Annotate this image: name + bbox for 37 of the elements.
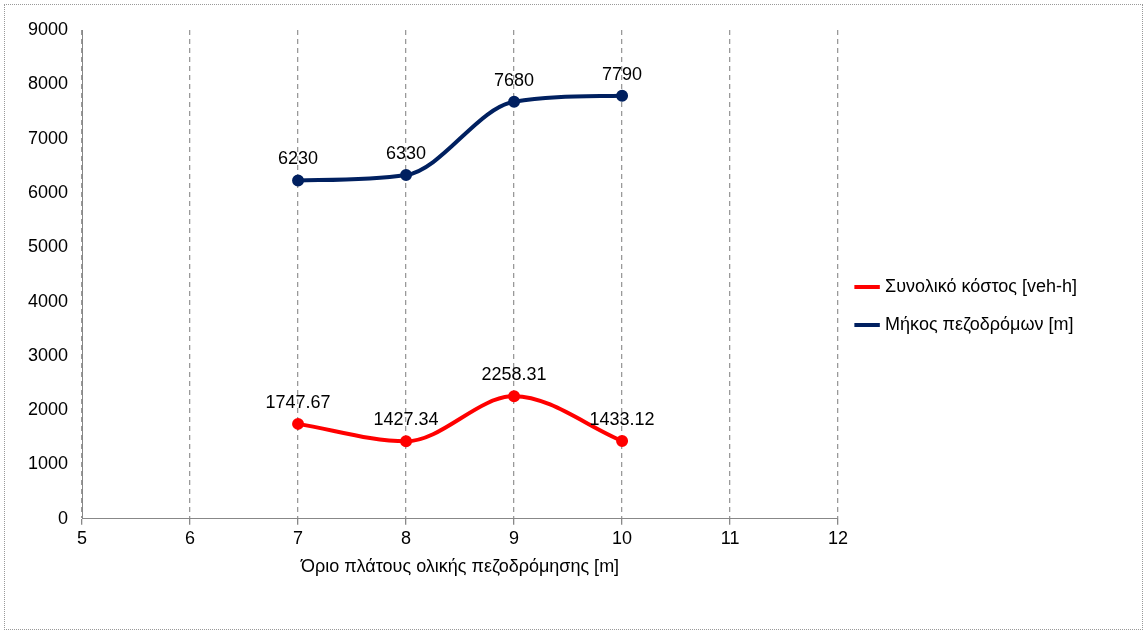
x-tick-label: 8 <box>401 527 412 548</box>
y-tick-label: 2000 <box>28 399 69 420</box>
x-axis-title: Όριο πλάτους ολικής πεζοδρόμησης [m] <box>300 556 620 577</box>
x-tick-label: 5 <box>77 527 88 548</box>
data-label: 7790 <box>602 63 643 84</box>
x-tick-label: 7 <box>293 527 304 548</box>
data-label: 1427.34 <box>373 409 439 430</box>
point <box>400 169 413 182</box>
data-label: 1433.12 <box>589 408 655 429</box>
data-label: 6330 <box>386 142 427 163</box>
point <box>400 435 413 448</box>
y-tick-label: 8000 <box>28 73 69 94</box>
y-tick-label: 6000 <box>28 181 69 202</box>
x-tick-label: 10 <box>612 527 633 548</box>
point <box>292 174 305 187</box>
point <box>292 417 305 430</box>
x-tick-label: 6 <box>185 527 196 548</box>
y-tick-label: 0 <box>58 507 69 528</box>
y-tick-label: 4000 <box>28 290 69 311</box>
y-tick-label: 3000 <box>28 344 69 365</box>
data-label: 6230 <box>278 148 319 169</box>
legend-label: Συνολικό κόστος [veh-h] <box>885 275 1078 296</box>
legend-label: Μήκος πεζοδρόμων [m] <box>885 313 1074 334</box>
x-tick-label: 11 <box>720 527 740 548</box>
data-label: 7680 <box>494 69 535 90</box>
data-label: 2258.31 <box>481 364 547 385</box>
point <box>616 89 629 102</box>
point <box>508 390 521 403</box>
x-tick-label: 9 <box>509 527 520 548</box>
point <box>508 95 521 108</box>
y-tick-label: 9000 <box>28 18 69 39</box>
point <box>616 434 629 447</box>
y-tick-label: 1000 <box>28 453 69 474</box>
y-tick-label: 7000 <box>28 127 69 148</box>
y-tick-label: 5000 <box>28 236 69 257</box>
x-tick-label: 12 <box>828 527 849 548</box>
data-label: 1747.67 <box>265 391 331 412</box>
